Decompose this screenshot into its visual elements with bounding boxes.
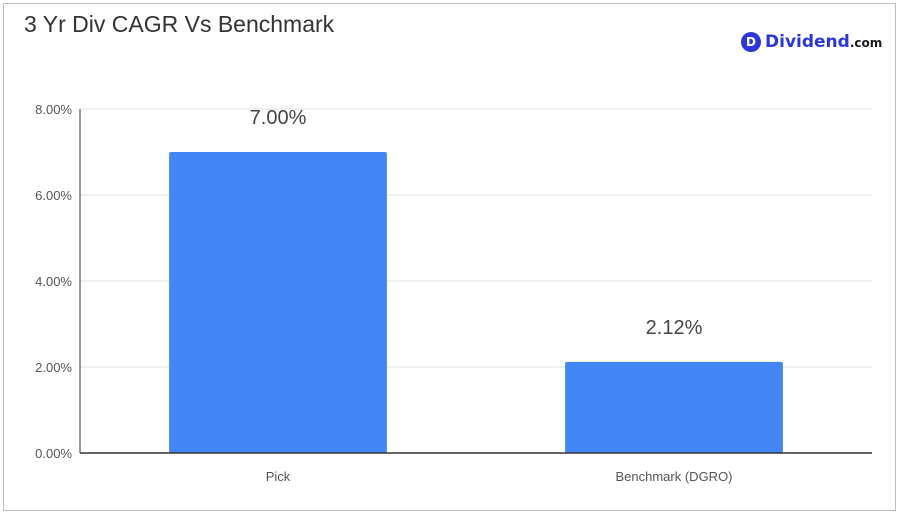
y-tick-label: 4.00% <box>35 274 72 289</box>
data-label: 2.12% <box>646 317 703 339</box>
y-tick-label: 0.00% <box>35 446 72 461</box>
bar <box>565 361 783 453</box>
y-tick-label: 2.00% <box>35 360 72 375</box>
brand-name-text: Dividend <box>765 31 850 52</box>
x-tick-label: Pick <box>266 469 291 484</box>
badge-letter: D <box>746 35 756 49</box>
brand-name: Dividend.com <box>765 31 883 52</box>
bar <box>169 152 387 453</box>
dividend-badge-icon: D <box>741 32 761 52</box>
dividend-logo: D Dividend.com <box>741 31 882 53</box>
data-label: 7.00% <box>250 107 307 129</box>
chart-title: 3 Yr Div CAGR Vs Benchmark <box>24 11 335 37</box>
y-tick-label: 8.00% <box>35 102 72 117</box>
brand-tld: .com <box>849 35 883 50</box>
x-tick-label: Benchmark (DGRO) <box>615 469 732 484</box>
y-tick-label: 6.00% <box>35 188 72 203</box>
